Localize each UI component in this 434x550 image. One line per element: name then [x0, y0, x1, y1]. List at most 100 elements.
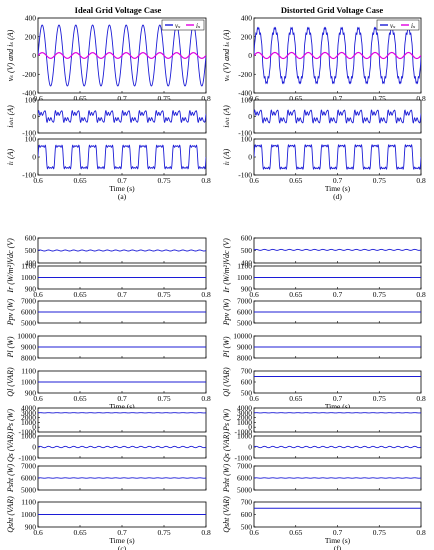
y-tick-label: 3000 — [21, 408, 36, 417]
x-tick-label: 0.65 — [289, 94, 302, 103]
y-tick-label: 400 — [241, 14, 253, 23]
legend-entry: iₛ — [411, 22, 416, 30]
x-tick-label: 0.8 — [416, 394, 426, 403]
x-tick-label: 0.8 — [416, 94, 426, 103]
x-tick-label: 0.8 — [201, 290, 211, 299]
y-axis-label: Ql (VAR) — [222, 367, 231, 397]
y-tick-label: 7000 — [21, 462, 36, 471]
y-axis-label: Qs (VAR) — [6, 432, 15, 463]
panel-f2: 1000 0 -1000 Qs (VAR) — [222, 432, 422, 463]
panel-e2: 1100 1000 9000.6 0.65 0.7 0.75 0.8 Ir (W/m²) — [222, 262, 426, 300]
panel-e3: 7000 6000 5000 Ppv (W) — [222, 297, 422, 328]
x-tick-label: 0.7 — [333, 290, 343, 299]
x-tick-label: 0.7 — [117, 528, 127, 537]
panel-b3: 7000 6000 5000 Ppv (W) — [6, 297, 207, 328]
x-tick-label: 0.75 — [157, 290, 170, 299]
y-tick-label: 400 — [241, 259, 253, 268]
panel-f4: 700 600 5000.6 0.65 0.7 0.75 0.8 Qsht (VAR) Time… — [222, 496, 426, 550]
series-line-iₛ — [38, 52, 206, 59]
x-tick-label: 0.65 — [289, 176, 302, 185]
y-tick-label: -100 — [238, 171, 252, 180]
series-line-s0 — [38, 249, 206, 252]
y-tick-label: 0 — [32, 443, 36, 452]
axes-frame — [37, 407, 207, 433]
y-axis-label: Vdc (V) — [6, 238, 15, 263]
y-axis-label: vₛ (V) and iₛ (A) — [6, 29, 15, 81]
y-tick-label: 200 — [241, 32, 253, 41]
panel-caption: (c) — [118, 544, 127, 550]
y-tick-label: 0 — [32, 112, 36, 121]
panel-a1: 400 200 0 -200 -4000.6 0.65 0.7 0.75 0.8 vₛ (V) a… — [6, 14, 211, 104]
x-tick-label: 0.6 — [33, 290, 43, 299]
y-tick-label: 7000 — [237, 462, 252, 471]
y-tick-label: 400 — [25, 259, 37, 268]
panel-a3: 100 0 -1000.6 0.65 0.7 0.75 0.8 iₗ (A) Time (s)(… — [6, 135, 211, 202]
y-tick-label: 500 — [241, 246, 253, 255]
x-tick-label: 0.7 — [333, 394, 343, 403]
y-axis-label: iₗ (A) — [6, 148, 15, 165]
x-tick-label: 0.8 — [416, 290, 426, 299]
x-tick-label: 0.8 — [201, 528, 211, 537]
y-tick-label: 100 — [25, 96, 37, 105]
y-tick-label: 900 — [25, 523, 37, 532]
series-line-s0 — [38, 144, 206, 170]
x-tick-label: 0.8 — [201, 94, 211, 103]
axes-frame — [253, 237, 422, 264]
y-tick-label: 400 — [25, 14, 37, 23]
panel-b2: 1100 1000 9000.6 0.65 0.7 0.75 0.8 Ir (W/m²) — [6, 262, 211, 300]
y-tick-label: 500 — [241, 389, 253, 398]
x-tick-label: 0.65 — [73, 94, 86, 103]
y-tick-label: 1000 — [237, 432, 252, 441]
x-tick-label: 0.6 — [249, 94, 259, 103]
y-tick-label: 7000 — [237, 297, 252, 306]
panel-e5: 700 600 5000.6 0.65 0.7 0.75 0.8 Ql (VAR) Time (… — [222, 367, 426, 420]
y-tick-label: -400 — [238, 89, 252, 98]
y-tick-label: 100 — [241, 96, 253, 105]
x-tick-label: 0.65 — [289, 290, 302, 299]
y-tick-label: 1000 — [21, 432, 36, 441]
y-axis-label: Ppv (W) — [222, 298, 231, 326]
y-axis-label: Vdc (V) — [222, 238, 231, 263]
y-axis-label: Qs (VAR) — [222, 432, 231, 463]
y-tick-label: 1000 — [237, 273, 252, 282]
panel-c3: 7000 6000 5000 Psht (W) — [6, 462, 207, 495]
y-tick-label: 100 — [25, 135, 37, 144]
legend-box — [161, 19, 205, 31]
panel-d3: 100 0 -1000.6 0.65 0.7 0.75 0.8 iₗ (A) Time (s)(… — [222, 135, 426, 202]
x-tick-label: 0.75 — [373, 528, 386, 537]
panel-c4: 1100 1000 9000.6 0.65 0.7 0.75 0.8 Qsht (VAR) Ti… — [6, 496, 211, 550]
y-tick-label: 1100 — [21, 262, 36, 271]
y-tick-label: 0 — [248, 443, 252, 452]
x-tick-label: 0.6 — [33, 528, 43, 537]
y-tick-label: 3000 — [237, 408, 252, 417]
y-tick-label: 1100 — [237, 262, 252, 271]
legend-entry: iₛ — [196, 22, 201, 30]
x-tick-label: 0.75 — [373, 176, 386, 185]
x-axis-label: Time (s) — [325, 536, 351, 545]
y-tick-label: 6000 — [237, 308, 252, 317]
series-line-s0 — [254, 445, 421, 449]
panel-d1: 400 200 0 -200 -4000.6 0.65 0.7 0.75 0.8 vₛ (V) a… — [222, 14, 426, 104]
series-line-s0 — [254, 248, 421, 251]
y-axis-label: Ir (W/m²) — [222, 262, 231, 294]
x-axis-label: Time (s) — [109, 536, 135, 545]
y-axis-label: Pl (W) — [6, 336, 15, 358]
y-axis-label: iₛₕₜ (A) — [222, 105, 231, 128]
x-axis-label: Time (s) — [325, 184, 351, 193]
x-tick-label: 0.65 — [73, 290, 86, 299]
y-tick-label: 500 — [25, 246, 37, 255]
panel-caption: (d) — [333, 192, 342, 201]
x-tick-label: 0.6 — [249, 176, 259, 185]
panel-a2: 100 0 -100 iₛₕₜ (A) — [6, 96, 207, 138]
y-tick-label: 1100 — [21, 498, 36, 507]
panel-d2: 100 0 -100 iₛₕₜ (A) — [222, 96, 422, 138]
x-tick-label: 0.8 — [201, 176, 211, 185]
y-tick-label: 900 — [25, 389, 37, 398]
x-tick-label: 0.7 — [117, 176, 127, 185]
y-tick-label: 8000 — [237, 354, 252, 363]
y-tick-label: 1000 — [21, 378, 36, 387]
y-tick-label: 5000 — [237, 486, 252, 495]
x-tick-label: 0.75 — [373, 394, 386, 403]
